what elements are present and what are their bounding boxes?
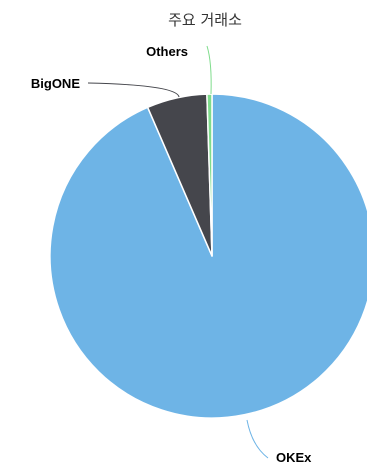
chart-title: 주요 거래소 [168,11,242,29]
pie-slice-okex[interactable] [49,93,367,419]
connector-okex [246,419,269,459]
slice-label-others: Others [146,44,188,59]
pie-slices [49,93,367,419]
slice-connectors [87,45,269,459]
slice-labels: OKEx BigONE Others [31,44,312,465]
slice-label-bigone: BigONE [31,76,80,91]
pie-slice-others[interactable] [206,93,213,257]
slice-label-okex: OKEx [276,450,312,465]
connector-others [206,45,212,95]
connector-bigone [87,82,180,98]
